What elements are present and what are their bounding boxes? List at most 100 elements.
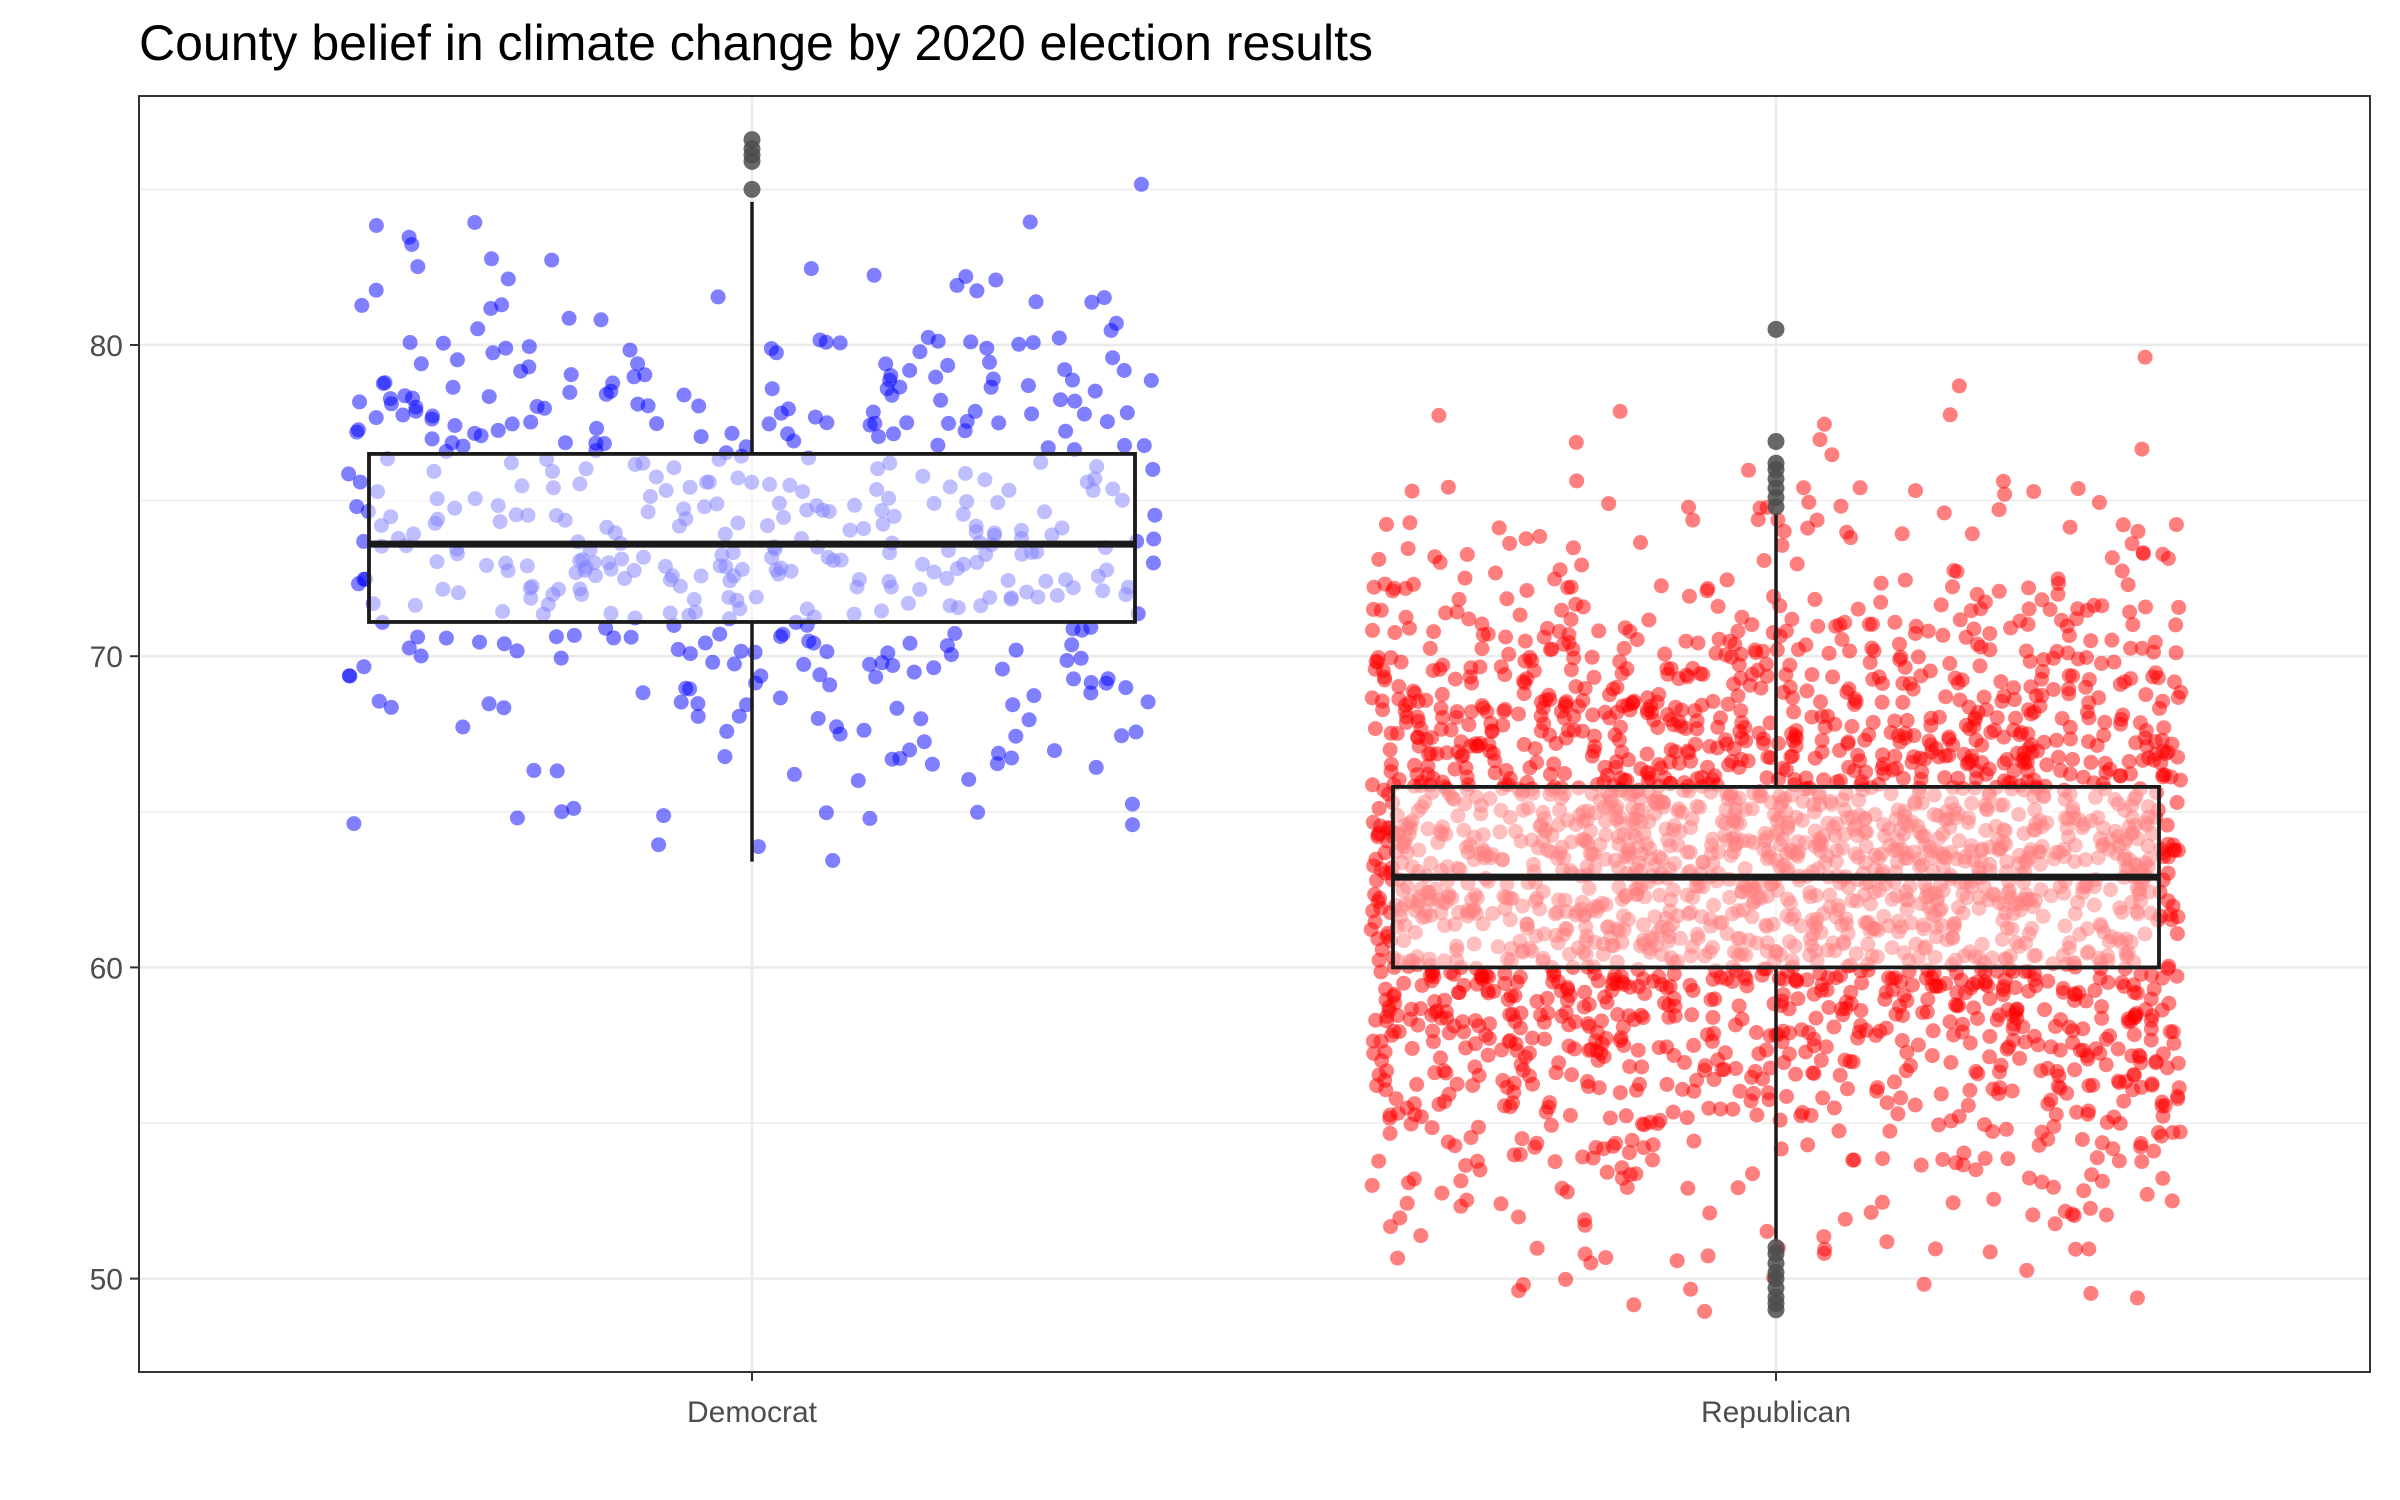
data-point <box>1087 383 1103 399</box>
data-point <box>1616 1037 1632 1053</box>
data-point <box>1904 977 1920 993</box>
data-point <box>1986 1191 2002 1207</box>
data-point <box>352 474 368 490</box>
data-point <box>473 428 489 444</box>
data-point <box>1487 765 1503 781</box>
data-point <box>1632 1076 1647 1092</box>
data-point <box>1145 461 1161 477</box>
data-point <box>404 237 420 252</box>
data-point <box>1938 689 1954 705</box>
data-point <box>1556 636 1571 652</box>
data-point <box>2050 586 2066 602</box>
data-point <box>892 379 908 395</box>
data-point <box>1478 1027 1494 1043</box>
data-point <box>2129 1290 2145 1306</box>
data-point <box>1548 1065 1564 1081</box>
data-point <box>1373 602 1389 618</box>
data-point <box>1946 1027 1961 1043</box>
data-point <box>1564 1067 1580 1083</box>
data-point <box>818 805 834 821</box>
data-point <box>1750 512 1766 528</box>
data-point <box>445 379 461 395</box>
data-point <box>2040 1096 2056 1112</box>
data-point <box>1943 1113 1959 1129</box>
data-point <box>1907 626 1923 641</box>
x-tick-label: Democrat <box>687 1396 818 1429</box>
data-point <box>1919 1004 1935 1020</box>
data-point <box>1065 372 1080 388</box>
data-point <box>1634 1059 1650 1075</box>
data-point <box>1759 668 1775 684</box>
data-point <box>1599 1164 1615 1180</box>
data-point <box>1737 968 1752 984</box>
data-point <box>1728 1061 1744 1076</box>
data-point <box>342 668 358 684</box>
data-point <box>1456 1024 1472 1040</box>
data-point <box>2034 592 2050 608</box>
data-point <box>1843 984 1859 1000</box>
y-tick-label: 50 <box>90 1264 123 1297</box>
data-point <box>1787 972 1803 988</box>
data-point <box>2172 772 2188 788</box>
data-point <box>2026 484 2042 499</box>
data-point <box>1588 1140 1604 1155</box>
data-point <box>2040 1131 2056 1147</box>
data-point <box>1730 1180 1746 1196</box>
data-point <box>906 664 922 680</box>
data-point <box>1605 681 1621 697</box>
data-point <box>401 640 417 656</box>
data-point <box>1614 1170 1630 1186</box>
data-point <box>1982 1049 1998 1065</box>
data-point <box>1824 447 1840 463</box>
data-point <box>2036 652 2052 668</box>
data-point <box>593 312 609 328</box>
data-point <box>2098 765 2114 781</box>
data-point <box>1406 1171 1422 1187</box>
data-point <box>1776 523 1792 539</box>
data-point <box>2162 906 2178 922</box>
data-point <box>885 658 901 673</box>
data-point <box>807 409 823 425</box>
data-point <box>712 626 728 642</box>
data-point <box>1587 966 1603 982</box>
data-point <box>803 261 819 277</box>
data-point <box>2123 766 2138 782</box>
data-point <box>1846 697 1862 712</box>
data-point <box>1410 729 1426 745</box>
outlier-point <box>743 131 761 149</box>
data-point <box>1717 1045 1733 1061</box>
data-point <box>2094 655 2109 671</box>
data-point <box>2112 1075 2127 1091</box>
data-point <box>1651 969 1667 985</box>
data-point <box>1598 1030 1614 1046</box>
y-tick-label: 80 <box>90 330 123 363</box>
data-point <box>1472 1162 1488 1178</box>
data-point <box>2026 772 2042 788</box>
data-point <box>2006 763 2022 779</box>
data-point <box>1441 1025 1457 1041</box>
data-point <box>447 418 463 433</box>
data-point <box>1814 744 1830 760</box>
data-point <box>472 634 487 650</box>
data-point <box>1373 964 1389 980</box>
data-point <box>483 301 499 316</box>
data-point <box>697 635 713 651</box>
data-point <box>2097 714 2113 730</box>
data-point <box>1379 516 1394 532</box>
data-point <box>819 415 835 431</box>
data-point <box>1928 979 1944 995</box>
data-point <box>1752 500 1768 516</box>
data-point <box>682 646 698 662</box>
data-point <box>563 367 579 383</box>
data-point <box>1785 690 1800 706</box>
data-point <box>1667 1008 1683 1024</box>
data-point <box>1675 1081 1690 1097</box>
data-point <box>1021 712 1037 728</box>
data-point <box>724 425 740 441</box>
data-point <box>352 394 367 410</box>
data-point <box>1128 724 1144 740</box>
data-point <box>1699 583 1715 599</box>
data-point <box>1796 480 1812 496</box>
data-point <box>2004 1083 2020 1099</box>
data-point <box>1051 330 1067 346</box>
